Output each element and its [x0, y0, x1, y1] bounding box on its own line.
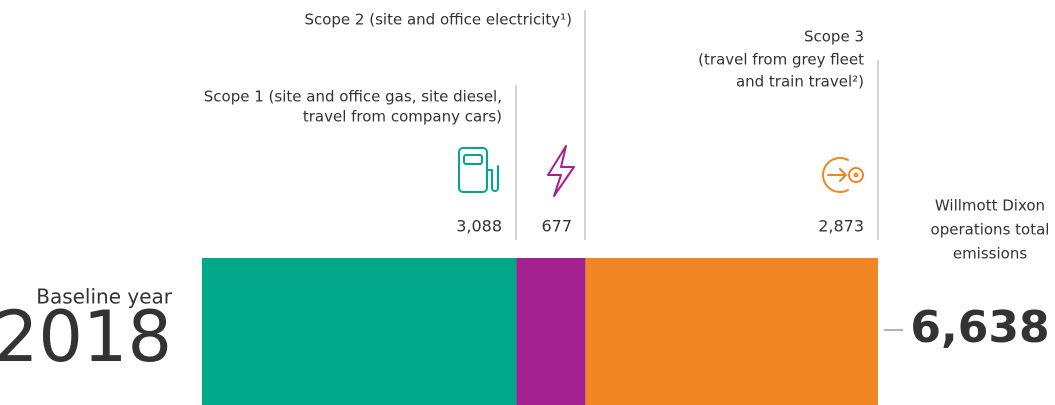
- value-label: 3,088: [456, 217, 502, 236]
- bar-segment: [516, 258, 586, 405]
- value-label: 677: [541, 217, 572, 236]
- legend-label: Scope 2 (site and office electricity¹): [304, 11, 572, 29]
- legend-label: and train travel²): [736, 73, 864, 91]
- fuel-pump-icon: [458, 147, 499, 193]
- total-value: 6,638: [910, 302, 1049, 353]
- total-label: Willmott Dixon: [935, 197, 1045, 215]
- legend-label: Scope 1 (site and office gas, site diese…: [204, 88, 502, 106]
- legend-label: Scope 3: [804, 28, 864, 46]
- total-label: emissions: [953, 245, 1027, 263]
- legend-label: (travel from grey fleet: [698, 51, 864, 69]
- lightning-icon: [547, 145, 575, 197]
- bar-segment: [202, 258, 517, 405]
- legend-label: travel from company cars): [303, 108, 502, 126]
- total-label: operations total: [931, 221, 1050, 239]
- travel-icon: [822, 157, 864, 193]
- value-label: 2,873: [818, 217, 864, 236]
- bar-segment: [585, 258, 878, 405]
- category: 2018: [0, 296, 172, 378]
- category-label: Baseline year: [36, 285, 173, 309]
